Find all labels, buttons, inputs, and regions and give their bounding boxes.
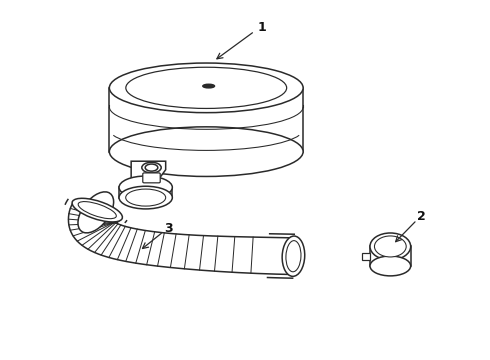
Ellipse shape [72, 198, 122, 222]
FancyBboxPatch shape [143, 173, 160, 183]
Ellipse shape [126, 67, 287, 108]
Text: 1: 1 [258, 21, 267, 34]
Ellipse shape [78, 202, 116, 219]
Ellipse shape [282, 236, 305, 276]
Ellipse shape [109, 127, 303, 176]
Ellipse shape [78, 192, 114, 233]
Ellipse shape [119, 176, 172, 199]
Polygon shape [131, 161, 166, 180]
Ellipse shape [142, 162, 161, 173]
Ellipse shape [126, 189, 166, 206]
Polygon shape [362, 253, 370, 260]
Polygon shape [69, 202, 294, 275]
Text: 3: 3 [164, 221, 172, 235]
Ellipse shape [370, 256, 411, 276]
Ellipse shape [109, 63, 303, 113]
Text: 2: 2 [417, 210, 426, 223]
Ellipse shape [370, 233, 411, 260]
Ellipse shape [203, 84, 215, 88]
Ellipse shape [119, 186, 172, 209]
Ellipse shape [286, 240, 301, 272]
Ellipse shape [374, 236, 406, 257]
Ellipse shape [145, 164, 158, 171]
